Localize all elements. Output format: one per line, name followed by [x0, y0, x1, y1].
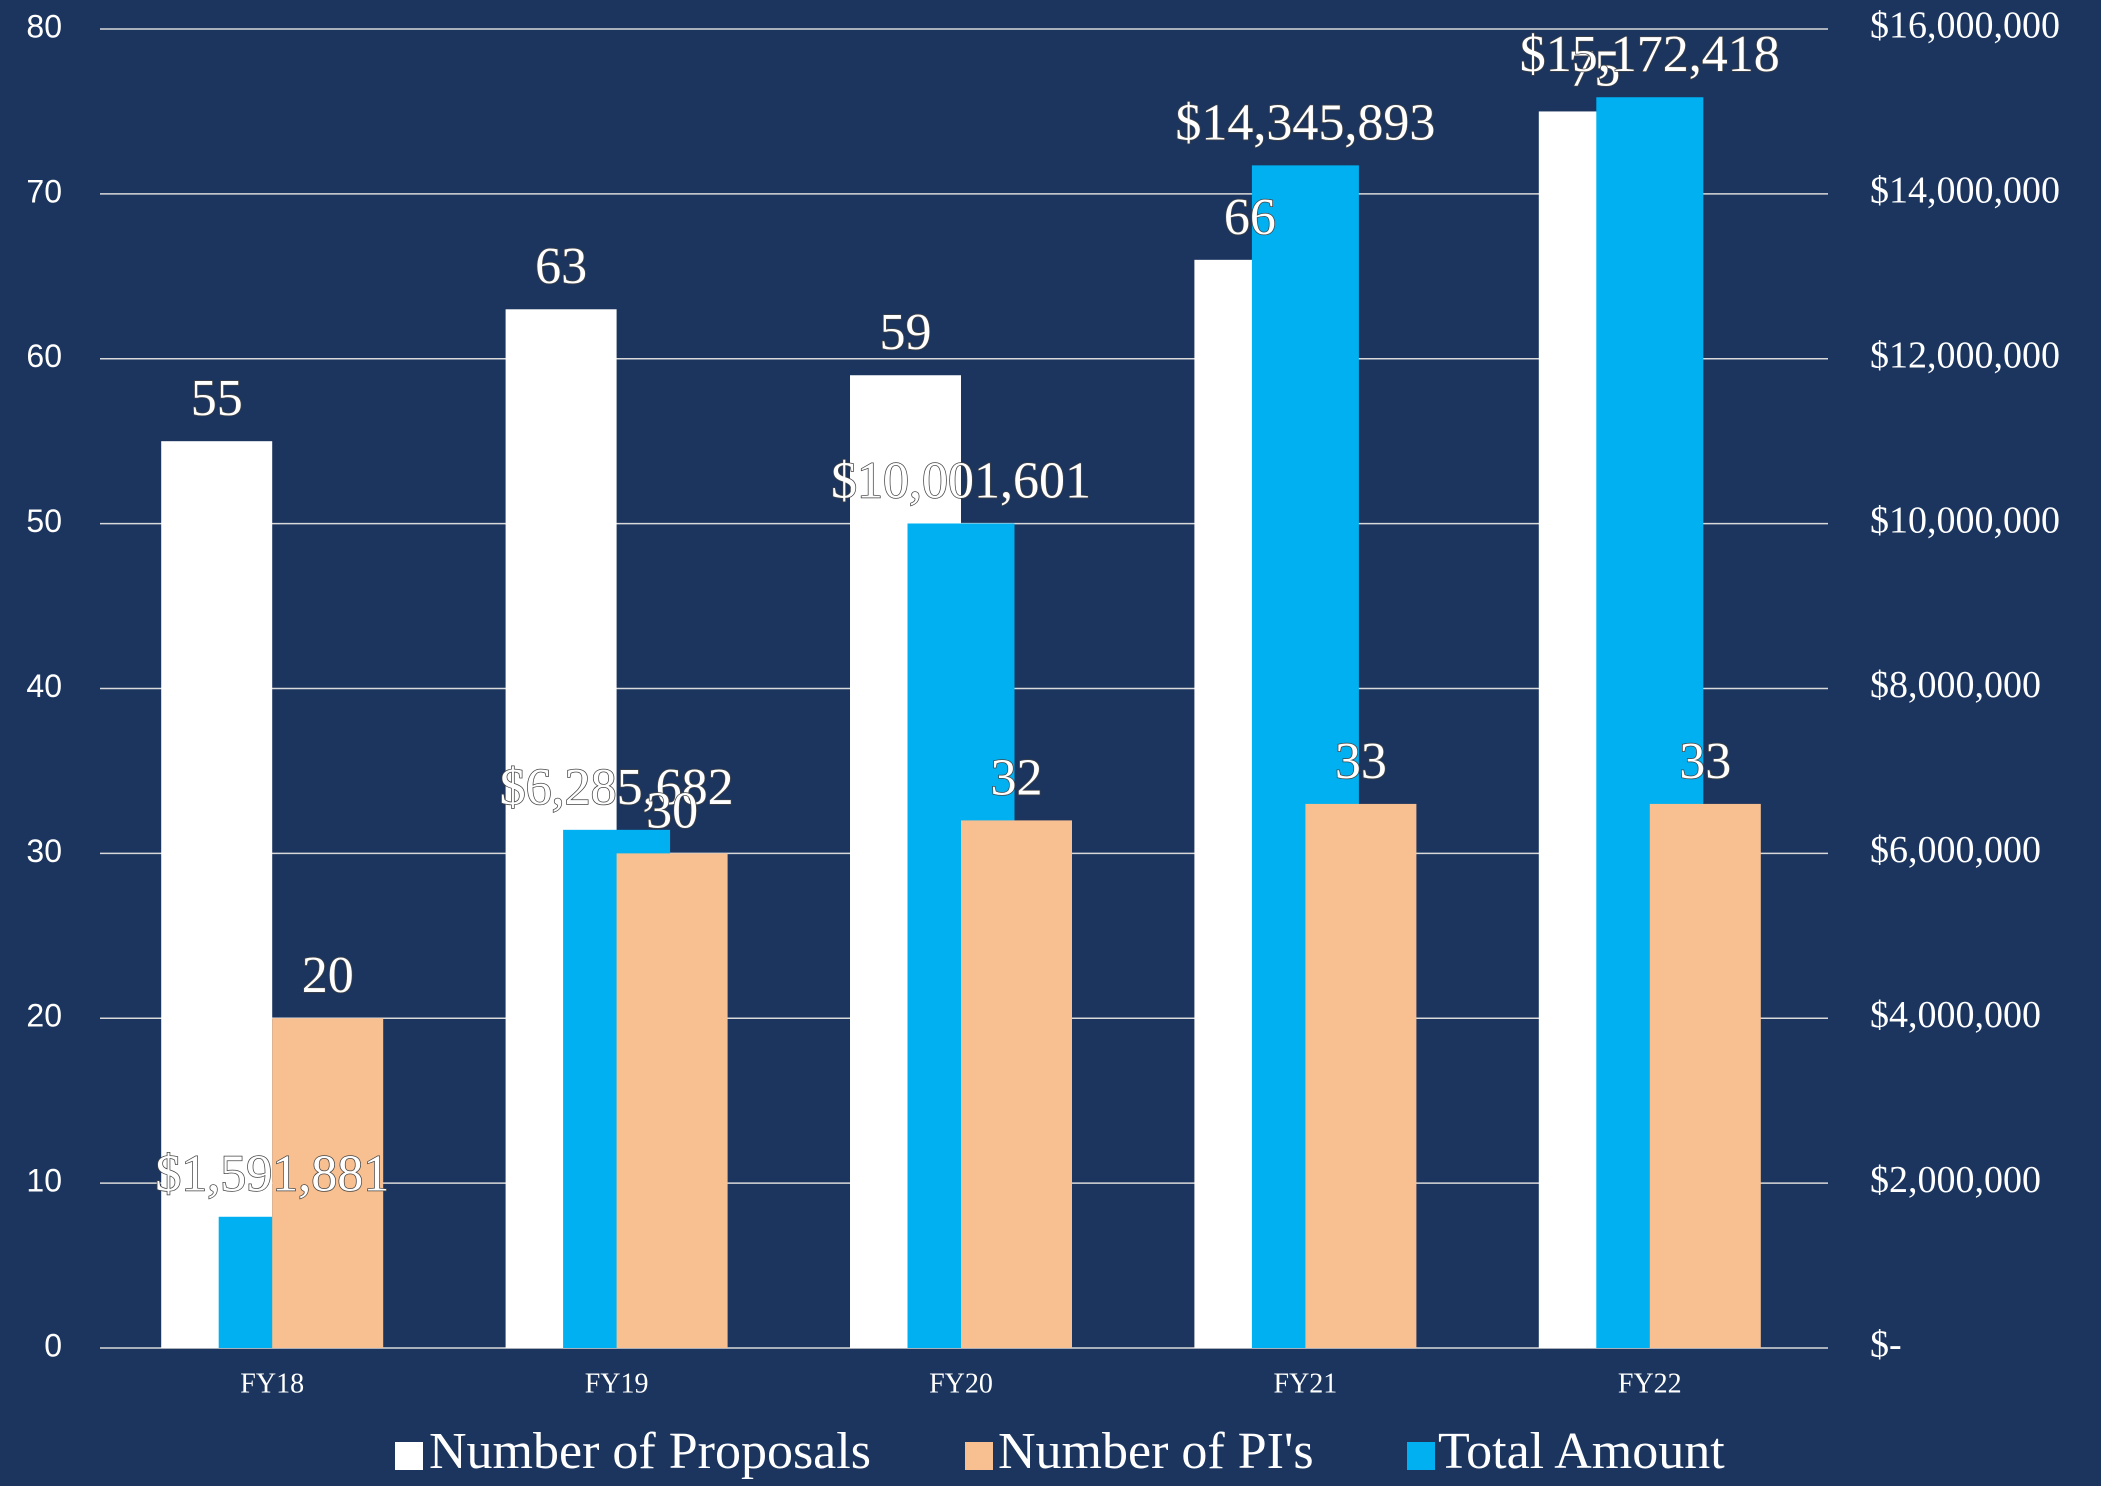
- legend-label: Number of Proposals: [429, 1423, 871, 1480]
- data-label: $6,285,682: [500, 759, 734, 816]
- legend-swatch: [1407, 1442, 1435, 1470]
- y2-tick-label: $2,000,000: [1870, 1159, 2041, 1201]
- y2-tick-label: $8,000,000: [1870, 664, 2041, 706]
- data-label: $10,001,601: [831, 452, 1091, 509]
- data-label: 33: [1335, 733, 1387, 790]
- legend-label: Total Amount: [1438, 1423, 1725, 1480]
- y-tick-label: 40: [26, 668, 62, 704]
- y2-tick-label: $6,000,000: [1870, 829, 2041, 871]
- y-tick-label: 10: [26, 1163, 62, 1199]
- x-tick-label: FY21: [1274, 1368, 1338, 1399]
- y-tick-label: 0: [44, 1327, 62, 1363]
- bar: [961, 820, 1072, 1348]
- data-label: 32: [991, 749, 1043, 806]
- x-tick-label: FY18: [240, 1368, 304, 1399]
- y-tick-label: 20: [26, 998, 62, 1034]
- bar: [1305, 803, 1417, 1348]
- data-label: $14,345,893: [1175, 94, 1435, 151]
- y2-tick-label: $14,000,000: [1870, 170, 2060, 212]
- y2-tick-label: $10,000,000: [1870, 499, 2060, 541]
- data-label: 59: [880, 304, 932, 361]
- data-label: 30: [646, 782, 698, 839]
- y-tick-label: 50: [26, 503, 62, 539]
- data-label: $1,591,881: [155, 1146, 389, 1203]
- y-tick-label: 30: [26, 833, 62, 869]
- data-label: $15,172,418: [1520, 26, 1780, 83]
- y2-tick-label: $-: [1870, 1324, 1902, 1366]
- y-tick-label: 70: [26, 173, 62, 209]
- bar: [1649, 803, 1761, 1348]
- y2-tick-label: $16,000,000: [1870, 5, 2060, 47]
- data-label: 20: [302, 947, 354, 1004]
- data-label: 33: [1679, 733, 1731, 790]
- x-tick-label: FY19: [585, 1368, 649, 1399]
- data-label: 55: [191, 370, 243, 427]
- data-label: 63: [535, 238, 587, 295]
- bar: [616, 853, 728, 1348]
- x-tick-label: FY20: [929, 1368, 993, 1399]
- y-tick-label: 60: [26, 338, 62, 374]
- y-tick-label: 80: [26, 8, 62, 44]
- y2-tick-label: $4,000,000: [1870, 994, 2041, 1036]
- data-label: 66: [1224, 189, 1276, 246]
- bar: [161, 441, 273, 1348]
- bar: [272, 1018, 384, 1348]
- y2-tick-label: $12,000,000: [1870, 334, 2060, 376]
- legend-label: Number of PI's: [998, 1423, 1314, 1480]
- x-tick-label: FY22: [1618, 1368, 1682, 1399]
- legend-swatch: [395, 1442, 423, 1470]
- legend-swatch: [965, 1442, 993, 1470]
- data-label: 75: [1568, 40, 1620, 97]
